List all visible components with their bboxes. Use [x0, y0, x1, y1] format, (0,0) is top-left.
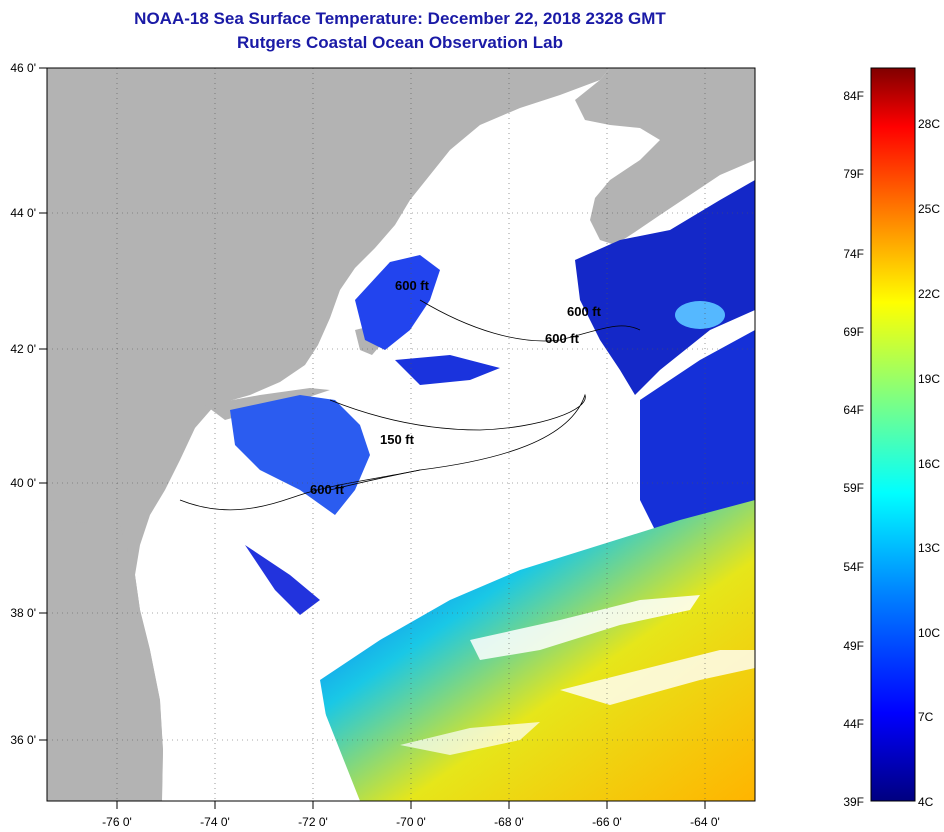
lat-label-46: 46 0': [10, 61, 36, 75]
sst-patch-gulf-of-maine: [355, 255, 440, 350]
lon-label-76: -76 0': [102, 815, 132, 829]
contour-label-1: 600 ft: [395, 278, 430, 293]
colorbar-c-22: 22C: [918, 287, 940, 301]
contour-label-5: 600 ft: [310, 482, 345, 497]
land-mainland: [47, 68, 610, 801]
map-frame: [46, 67, 756, 802]
colorbar-f-69: 69F: [843, 325, 864, 339]
cloud-streak-1: [470, 595, 700, 660]
bathymetry-contours: [179, 299, 641, 511]
cloud-streak-2: [560, 650, 755, 705]
colorbar-f-84: 84F: [843, 89, 864, 103]
lat-label-40: 40 0': [10, 476, 36, 490]
land-nova-scotia: [575, 68, 755, 245]
colorbar-c-16: 16C: [918, 457, 940, 471]
lon-label-64: -64 0': [690, 815, 720, 829]
sst-gulf-stream: [320, 500, 755, 801]
map-title: NOAA-18 Sea Surface Temperature: Decembe…: [134, 9, 666, 28]
lat-ticks: [39, 67, 47, 741]
colorbar-c-7: 7C: [918, 710, 934, 724]
colorbar-c-13: 13C: [918, 541, 940, 555]
sst-patch-offshore-strip: [245, 545, 320, 615]
contour-label-4: 150 ft: [380, 432, 415, 447]
lon-label-68: -68 0': [494, 815, 524, 829]
lon-ticks: [116, 801, 706, 809]
colorbar-f-44: 44F: [843, 717, 864, 731]
lat-label-44: 44 0': [10, 206, 36, 220]
colorbar-c-4: 4C: [918, 795, 934, 809]
lon-label-72: -72 0': [298, 815, 328, 829]
lat-label-42: 42 0': [10, 342, 36, 356]
map-subtitle: Rutgers Coastal Ocean Observation Lab: [237, 33, 563, 52]
colorbar-f-49: 49F: [843, 639, 864, 653]
colorbar-f-79: 79F: [843, 167, 864, 181]
land-delmarva: [47, 520, 163, 801]
graticule: [47, 68, 755, 801]
colorbar-f-74: 74F: [843, 247, 864, 261]
lon-label-66: -66 0': [592, 815, 622, 829]
colorbar-f-54: 54F: [843, 560, 864, 574]
contour-600ft-shelf: [179, 469, 421, 511]
colorbar-f-39: 39F: [843, 795, 864, 809]
sst-patch-nova-scotia-shelf: [575, 180, 755, 395]
lon-label-70: -70 0': [396, 815, 426, 829]
contour-600ft-north: [419, 299, 641, 342]
sst-patch-georges: [395, 355, 500, 385]
colorbar-c-25: 25C: [918, 202, 940, 216]
sst-patch-shelf-south: [230, 395, 370, 515]
colorbar-f-64: 64F: [843, 403, 864, 417]
contour-label-2: 600 ft: [567, 304, 602, 319]
contour-label-3: 600 ft: [545, 331, 580, 346]
colorbar-gradient: [870, 67, 916, 802]
cloud-streak-3: [400, 722, 540, 755]
colorbar-c-19: 19C: [918, 372, 940, 386]
colorbar-c-28: 28C: [918, 117, 940, 131]
lon-label-74: -74 0': [200, 815, 230, 829]
lat-label-38: 38 0': [10, 606, 36, 620]
colorbar-f-59: 59F: [843, 481, 864, 495]
swath-gap: [150, 460, 360, 801]
map-plot-area: 600 ft 600 ft 600 ft 150 ft 600 ft: [47, 68, 755, 801]
sst-patch-eastern-ocean: [640, 330, 755, 560]
colorbar-c-10: 10C: [918, 626, 940, 640]
sst-patch-warm-eddy: [675, 301, 725, 329]
lat-label-36: 36 0': [10, 733, 36, 747]
